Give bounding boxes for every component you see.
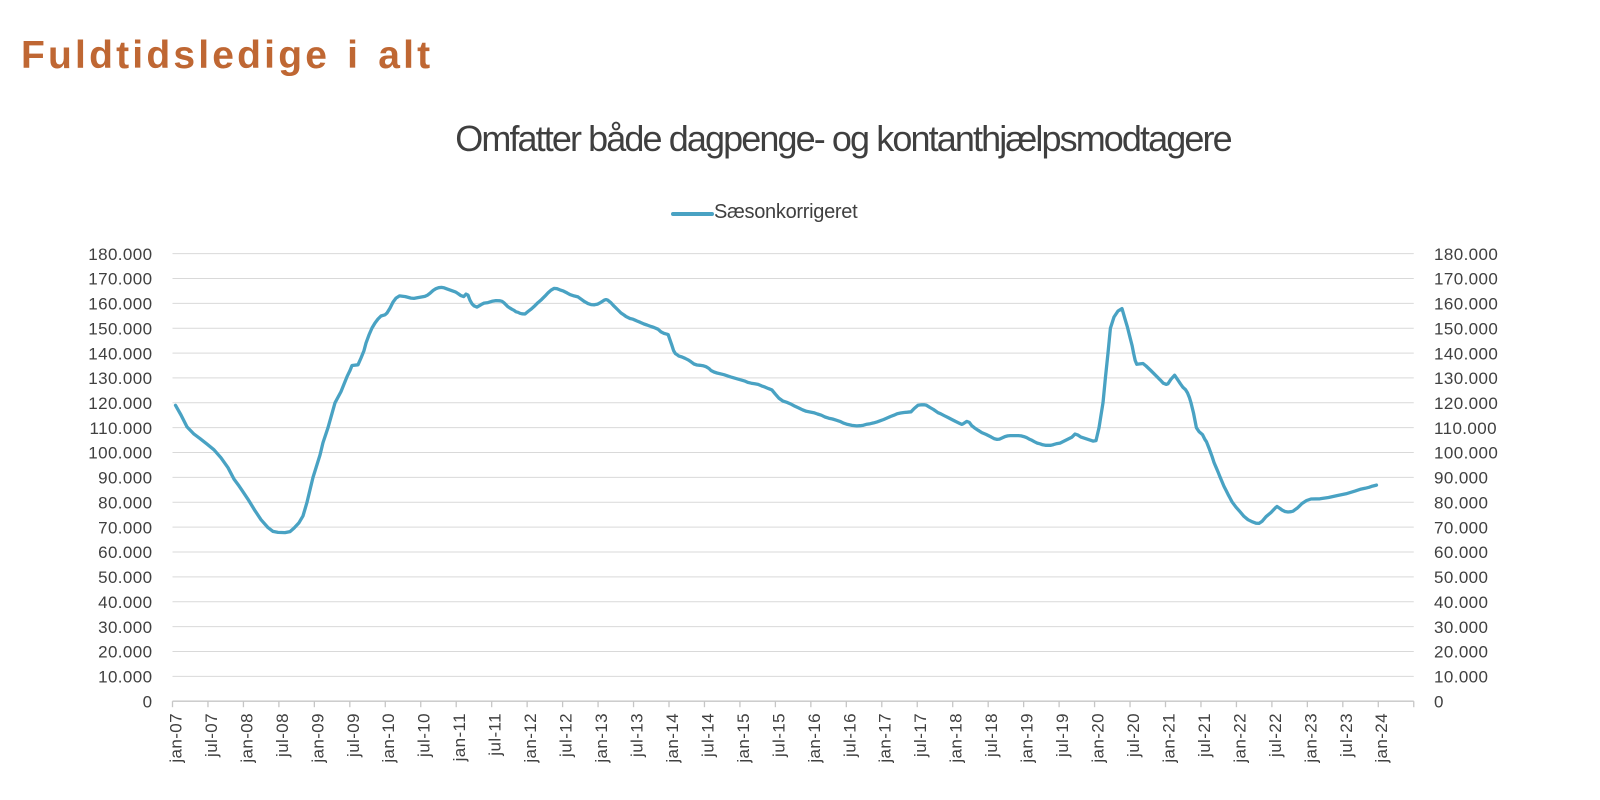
svg-text:50.000: 50.000 (1434, 568, 1488, 587)
svg-text:jan-14: jan-14 (663, 713, 682, 764)
svg-text:jan-19: jan-19 (1018, 713, 1037, 764)
svg-text:90.000: 90.000 (1434, 469, 1488, 488)
svg-text:jul-10: jul-10 (415, 713, 434, 758)
svg-text:jul-21: jul-21 (1195, 713, 1214, 758)
svg-text:140.000: 140.000 (88, 344, 152, 363)
svg-text:jul-19: jul-19 (1053, 713, 1072, 758)
svg-text:jan-16: jan-16 (805, 713, 824, 764)
svg-text:60.000: 60.000 (98, 543, 152, 562)
svg-text:jan-18: jan-18 (947, 713, 966, 764)
svg-text:jan-22: jan-22 (1230, 713, 1249, 764)
svg-text:jan-23: jan-23 (1301, 713, 1320, 764)
svg-text:jan-12: jan-12 (521, 713, 540, 764)
svg-text:50.000: 50.000 (98, 568, 152, 587)
svg-text:30.000: 30.000 (98, 618, 152, 637)
svg-text:jul-08: jul-08 (273, 713, 292, 758)
svg-text:40.000: 40.000 (98, 593, 152, 612)
svg-text:jul-14: jul-14 (698, 713, 717, 758)
svg-text:170.000: 170.000 (88, 270, 152, 289)
svg-text:jan-13: jan-13 (592, 713, 611, 764)
svg-text:jul-15: jul-15 (769, 713, 788, 758)
svg-text:jan-24: jan-24 (1372, 713, 1391, 764)
svg-text:40.000: 40.000 (1434, 593, 1488, 612)
svg-text:180.000: 180.000 (88, 245, 152, 264)
svg-text:jul-11: jul-11 (486, 713, 505, 757)
svg-text:jan-11: jan-11 (450, 713, 469, 762)
svg-text:jul-20: jul-20 (1124, 713, 1143, 758)
svg-text:jul-07: jul-07 (202, 713, 221, 758)
svg-text:130.000: 130.000 (1434, 369, 1498, 388)
svg-text:130.000: 130.000 (88, 369, 152, 388)
svg-text:80.000: 80.000 (1434, 493, 1488, 512)
svg-text:20.000: 20.000 (98, 643, 152, 662)
svg-text:10.000: 10.000 (98, 668, 152, 687)
svg-text:0: 0 (143, 692, 153, 711)
svg-text:170.000: 170.000 (1434, 270, 1498, 289)
svg-text:70.000: 70.000 (98, 518, 152, 537)
svg-text:110.000: 110.000 (90, 419, 153, 438)
svg-text:jan-20: jan-20 (1089, 713, 1108, 764)
svg-text:60.000: 60.000 (1434, 543, 1488, 562)
svg-text:jul-13: jul-13 (627, 713, 646, 758)
svg-text:jul-16: jul-16 (840, 713, 859, 758)
svg-text:120.000: 120.000 (1434, 394, 1498, 413)
svg-text:jul-22: jul-22 (1266, 713, 1285, 758)
svg-text:20.000: 20.000 (1434, 643, 1488, 662)
svg-text:jul-09: jul-09 (344, 713, 363, 758)
svg-text:jan-10: jan-10 (379, 713, 398, 764)
svg-text:80.000: 80.000 (98, 493, 152, 512)
svg-text:100.000: 100.000 (88, 444, 152, 463)
svg-text:160.000: 160.000 (1434, 295, 1498, 314)
svg-text:jan-17: jan-17 (876, 713, 895, 764)
svg-text:jul-23: jul-23 (1337, 713, 1356, 758)
svg-text:150.000: 150.000 (88, 319, 152, 338)
svg-text:10.000: 10.000 (1434, 668, 1488, 687)
svg-text:jan-15: jan-15 (734, 713, 753, 764)
svg-text:120.000: 120.000 (88, 394, 152, 413)
svg-text:160.000: 160.000 (88, 295, 152, 314)
svg-text:jan-08: jan-08 (237, 713, 256, 764)
svg-text:jan-09: jan-09 (308, 713, 327, 764)
svg-text:70.000: 70.000 (1434, 518, 1488, 537)
svg-text:150.000: 150.000 (1434, 319, 1498, 338)
svg-text:90.000: 90.000 (98, 469, 152, 488)
svg-text:100.000: 100.000 (1434, 444, 1498, 463)
svg-text:180.000: 180.000 (1434, 245, 1498, 264)
svg-text:30.000: 30.000 (1434, 618, 1488, 637)
svg-text:140.000: 140.000 (1434, 344, 1498, 363)
svg-text:jan-21: jan-21 (1159, 713, 1178, 764)
svg-text:jul-12: jul-12 (557, 713, 576, 758)
svg-text:jul-17: jul-17 (911, 713, 930, 758)
svg-text:110.000: 110.000 (1434, 419, 1497, 438)
svg-text:jan-07: jan-07 (166, 713, 185, 764)
svg-text:jul-18: jul-18 (982, 713, 1001, 758)
svg-text:0: 0 (1434, 692, 1444, 711)
